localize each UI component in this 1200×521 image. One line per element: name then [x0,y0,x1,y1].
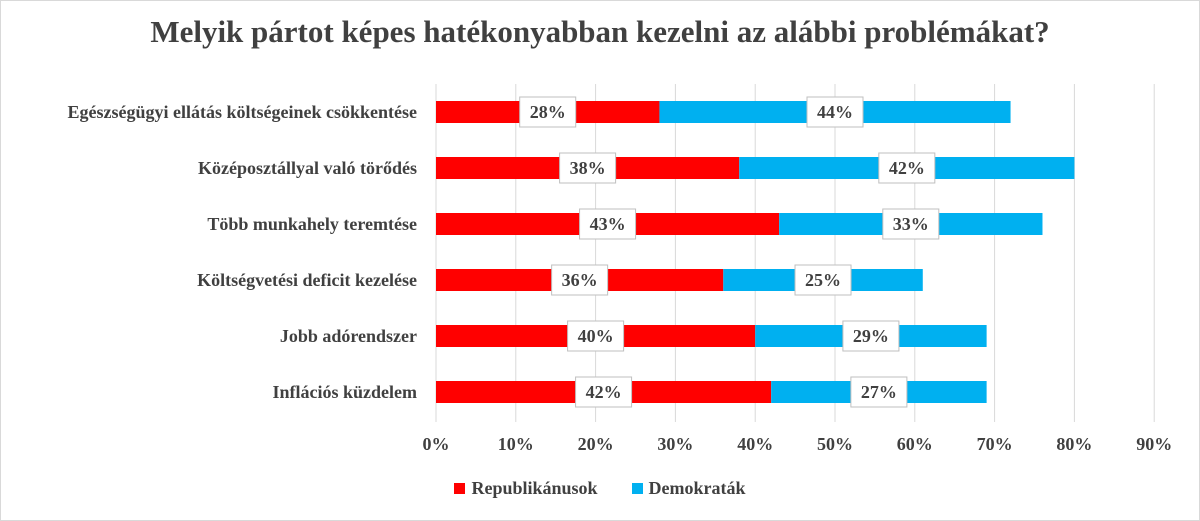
data-label-box [559,152,617,184]
legend-label-democrats: Demokraták [648,478,746,498]
x-tick-label: 50% [817,434,853,454]
legend: Republikánusok Demokraták [0,478,1200,499]
x-axis-ticks: 0% 10% 20% 30% 40% 50% 60% 70% 80% 90% [423,434,1173,454]
x-tick-label: 20% [578,434,614,454]
data-label: 36% [562,270,598,290]
legend-item-democrats: Demokraták [631,478,746,499]
data-label: 42% [586,382,622,402]
data-label: 40% [578,326,614,346]
data-label-box [579,208,637,240]
legend-item-republicans: Republikánusok [454,478,598,499]
data-label: 27% [861,382,897,402]
data-label-box [878,152,936,184]
x-tick-label: 60% [897,434,933,454]
x-tick-label: 90% [1136,434,1172,454]
data-label: 29% [853,326,889,346]
data-label: 38% [570,158,606,178]
data-label: 25% [805,270,841,290]
data-label-box [806,96,864,128]
data-label-box [794,264,852,296]
gridlines [435,84,1155,422]
category-label: Inflációs küzdelem [272,382,417,402]
data-label: 33% [893,214,929,234]
data-label: 28% [530,102,566,122]
legend-swatch-democrats [631,483,643,494]
legend-label-republicans: Republikánusok [471,478,598,498]
chart-plot: 28% 44% 38% 42% 43% 33% 36% 25% 40% 29% 42% 27% Egé… [68,84,1173,454]
data-label: 44% [817,102,853,122]
category-label: Több munkahely teremtése [207,214,417,234]
data-label-box [519,96,577,128]
x-tick-label: 10% [498,434,534,454]
data-labels: 28% 44% 38% 42% 43% 33% 36% 25% 40% 29% 42% 27% [519,96,940,408]
chart-title: Melyik pártot képes hatékonyabban kezeln… [150,14,1050,49]
data-label-box [882,208,940,240]
data-label: 42% [889,158,925,178]
category-label: Költségvetési deficit kezelése [197,270,417,290]
category-labels: Egészségügyi ellátás költségeinek csökke… [68,102,417,402]
category-label: Középosztállyal való törődés [198,158,417,178]
category-label: Jobb adórendszer [280,326,417,346]
legend-swatch-republicans [454,483,466,494]
x-tick-label: 80% [1056,434,1092,454]
data-label: 43% [590,214,626,234]
data-label-box [850,376,908,408]
x-tick-label: 30% [657,434,693,454]
data-label-box [567,320,625,352]
x-tick-label: 40% [737,434,773,454]
data-label-box [575,376,633,408]
data-label-box [842,320,900,352]
x-tick-label: 0% [423,434,450,454]
x-tick-label: 70% [977,434,1013,454]
data-label-box [551,264,609,296]
category-label: Egészségügyi ellátás költségeinek csökke… [68,102,417,122]
